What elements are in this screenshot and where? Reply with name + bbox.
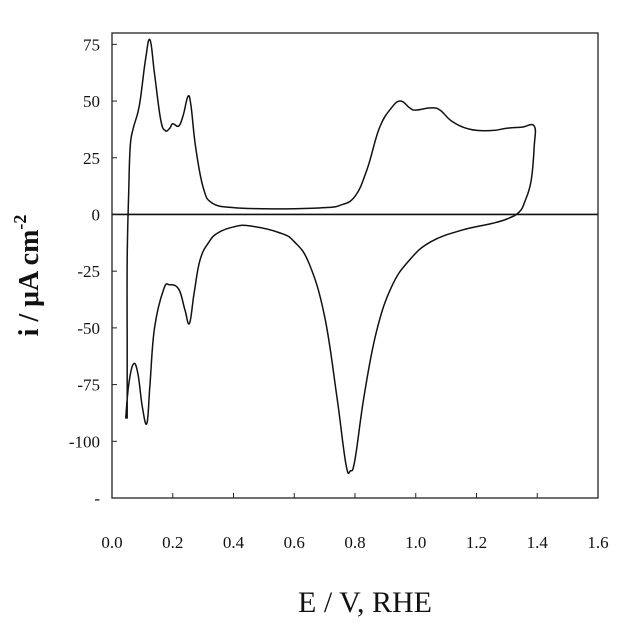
y-tick-label: -50 [77,319,100,338]
plot-frame [111,32,599,499]
y-tick-label: -100 [69,432,100,451]
series-layer [124,38,537,475]
y-axis-title: i / μA cm-2 [10,215,45,337]
x-tick-label: 0.0 [101,533,122,552]
plot-border [111,32,599,499]
x-axis-ticks: 0.0 0.2 0.4 0.6 0.8 1.0 1.2 1.4 1.6 [101,493,609,552]
x-tick-label: 0.8 [344,533,365,552]
y-tick-label: -75 [77,376,100,395]
y-tick-label: - [94,489,100,508]
y-tick-label: 25 [83,149,100,168]
x-tick-label: 0.4 [223,533,245,552]
y-tick-label: 75 [83,35,100,54]
y-axis-ticks: 75 50 25 0 -25 -50 -75 -100 - [69,35,117,508]
y-tick-label: -25 [77,262,100,281]
x-tick-label: 1.6 [587,533,608,552]
x-tick-label: 1.0 [405,533,426,552]
voltammogram-series-line [124,38,537,475]
y-axis-title-text: i / μA cm [14,230,45,337]
x-tick-label: 0.2 [162,533,183,552]
x-tick-label: 0.6 [284,533,305,552]
y-axis-title-superscript: -2 [10,215,30,230]
x-axis-title: E / V, RHE [298,586,432,619]
x-tick-label: 1.2 [466,533,487,552]
y-tick-label: 50 [83,92,100,111]
x-tick-label: 1.4 [527,533,549,552]
y-tick-label: 0 [92,205,101,224]
